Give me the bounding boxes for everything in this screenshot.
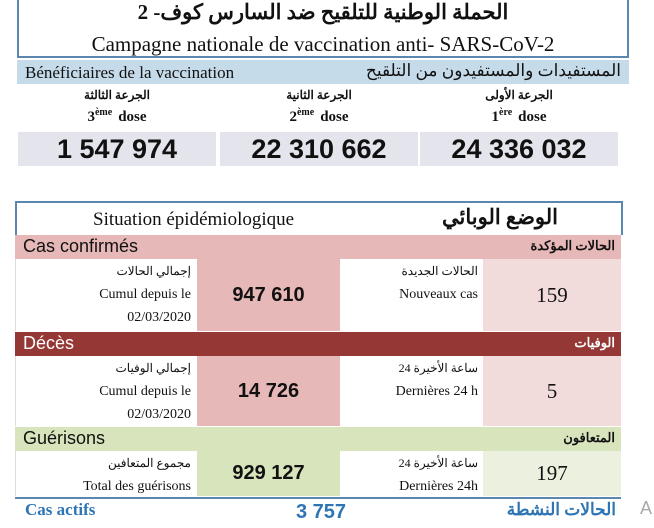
cell-value: 947 610 (197, 259, 340, 331)
dose-label-ar: الجرعة الثالثة (84, 88, 150, 102)
cell-line: إجمالي الحالات (116, 264, 191, 278)
section-fr: Décès (23, 333, 75, 353)
cell-value: 14 726 (197, 356, 340, 426)
dose-word: dose (118, 109, 147, 125)
dose-num: 2 (289, 109, 297, 125)
dose-word: dose (320, 109, 349, 125)
section-fr: Cas confirmés (23, 236, 139, 256)
label-cell: مجموع المتعافين Total des guérisons (15, 451, 198, 496)
dose-label-fr: 2ème dose (220, 107, 418, 126)
dose-sup: ème (94, 107, 113, 118)
cell-line: 02/03/2020 (127, 310, 191, 325)
cell-value: 159 (483, 259, 621, 331)
dose-label-fr: 1ère dose (420, 107, 618, 126)
cell-line: الحالات الجديدة (401, 264, 479, 278)
dose-label-ar: الجرعة الثانية (286, 88, 352, 102)
section-fr: Guérisons (23, 428, 106, 448)
dose-value: 24 336 032 (420, 132, 618, 166)
header-box (17, 0, 629, 58)
dose-word: dose (518, 109, 547, 125)
cell-line: 02/03/2020 (127, 407, 191, 422)
section-band: Guérisons المتعافون (15, 427, 621, 451)
active-label: Cas actifs (25, 500, 96, 519)
section-band: Décès الوفيات (15, 332, 621, 356)
label-fr: Bénéficiaires de la vaccination (25, 63, 235, 82)
section-ar: المتعافون (563, 430, 615, 445)
section-ar: الوفيات (574, 335, 615, 350)
cell-value: 197 (483, 451, 621, 496)
situation-ar: الوضع الوبائي (442, 205, 559, 229)
cell-value: 5 (483, 356, 621, 426)
cell-value: 929 127 (197, 451, 340, 496)
label-cell: إجمالي الحالات Cumul depuis le 02/03/2020 (15, 259, 198, 331)
divider (15, 497, 621, 499)
situation-box: Situation épidémiologique الوضع الوبائي (15, 201, 623, 235)
cell-line: 24 ساعة الأخيرة (398, 361, 478, 375)
cell-line: مجموع المتعافين (108, 456, 191, 470)
label-cell: 24 ساعة الأخيرة Dernières 24 h (340, 356, 483, 426)
label-cell: 24 ساعة الأخيرة Dernières 24h (340, 451, 483, 496)
dose-num: 1 (491, 109, 500, 125)
cell-line: Total des guérisons (83, 479, 191, 494)
cell-line: Nouveaux cas (399, 287, 478, 302)
cell-line: Cumul depuis le (99, 384, 191, 399)
title-fr: Campagne nationale de vaccination anti- … (91, 32, 555, 56)
cell-line: Cumul depuis le (99, 287, 191, 302)
dose-num: 3 (87, 109, 95, 125)
active-ar: الحالات النشطة (506, 500, 616, 519)
cell-line: 24 ساعة الأخيرة (398, 456, 478, 470)
dose-value: 22 310 662 (220, 132, 418, 166)
label-cell: إجمالي الوفيات Cumul depuis le 02/03/2020 (15, 356, 198, 426)
cell-line: Dernières 24 h (395, 384, 478, 399)
active-value: 3 757 (296, 501, 347, 523)
label-cell: الحالات الجديدة Nouveaux cas (340, 259, 483, 331)
section-band: Cas confirmés الحالات المؤكدة (15, 235, 621, 259)
cell-line: إجمالي الوفيات (115, 361, 191, 375)
dose-label-fr: 3ème dose (18, 107, 216, 126)
section-ar: الحالات المؤكدة (530, 238, 615, 253)
title-ar: الحملة الوطنية للتلقيح ضد السارس كوف- 2 (137, 0, 509, 24)
cell-line: Dernières 24h (399, 479, 478, 494)
margin-text: A (640, 498, 653, 518)
dose-label-ar: الجرعة الأولى (485, 88, 553, 102)
vaccination-band: Bénéficiaires de la vaccination المستفيد… (17, 60, 629, 84)
dose-value: 1 547 974 (18, 132, 216, 166)
situation-fr: Situation épidémiologique (93, 209, 295, 230)
label-ar: المستفيدات والمستفيدون من التلقيح (365, 61, 621, 80)
dose-sup: ème (296, 107, 315, 118)
dose-sup: ère (499, 107, 513, 118)
